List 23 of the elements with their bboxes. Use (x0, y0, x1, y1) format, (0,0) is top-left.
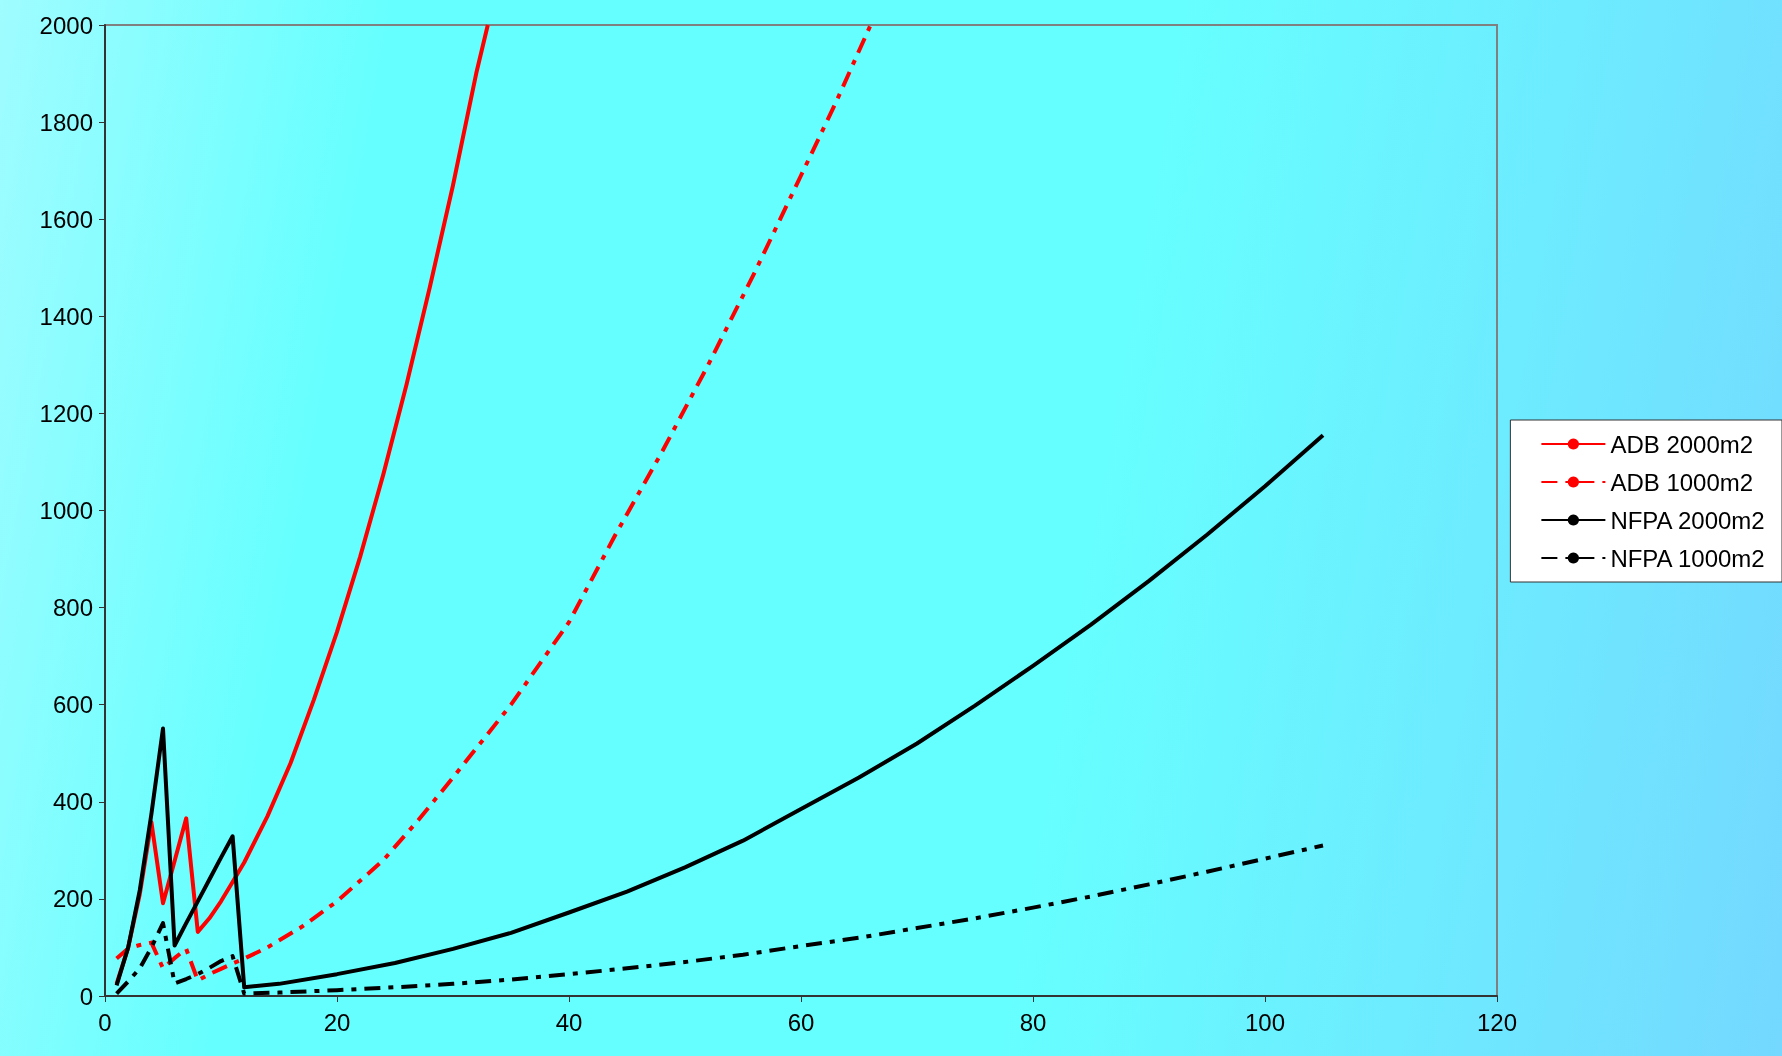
y-tick-label: 1000 (39, 497, 93, 524)
x-tick-label: 100 (1244, 1008, 1286, 1036)
y-tick-label: 600 (52, 691, 93, 719)
y-tick-label: 1800 (39, 108, 93, 136)
y-tick-label: 2000 (39, 11, 93, 39)
x-tick-label: 120 (1476, 1008, 1518, 1036)
legend-label: ADB 2000m2 (1610, 430, 1754, 458)
y-tick-label: 0 (79, 982, 93, 1010)
y-tick-label: 1400 (39, 302, 93, 330)
x-tick-label: 40 (555, 1008, 583, 1036)
y-tick-label: 1200 (39, 399, 93, 427)
legend-label: NFPA 2000m2 (1610, 506, 1765, 534)
y-tick-label: 200 (52, 885, 93, 913)
x-tick-label: 20 (323, 1008, 351, 1036)
x-tick-label: 0 (98, 1008, 112, 1036)
y-tick-label: 800 (52, 594, 93, 622)
line-series (114, 23, 873, 983)
legend-label: ADB 1000m2 (1610, 468, 1754, 496)
x-tick-label: 60 (787, 1008, 815, 1036)
y-tick-label: 400 (52, 788, 93, 816)
y-tick-label: 1600 (39, 205, 93, 233)
legend-label: NFPA 1000m2 (1610, 544, 1765, 572)
x-tick-label: 80 (1019, 1008, 1047, 1036)
